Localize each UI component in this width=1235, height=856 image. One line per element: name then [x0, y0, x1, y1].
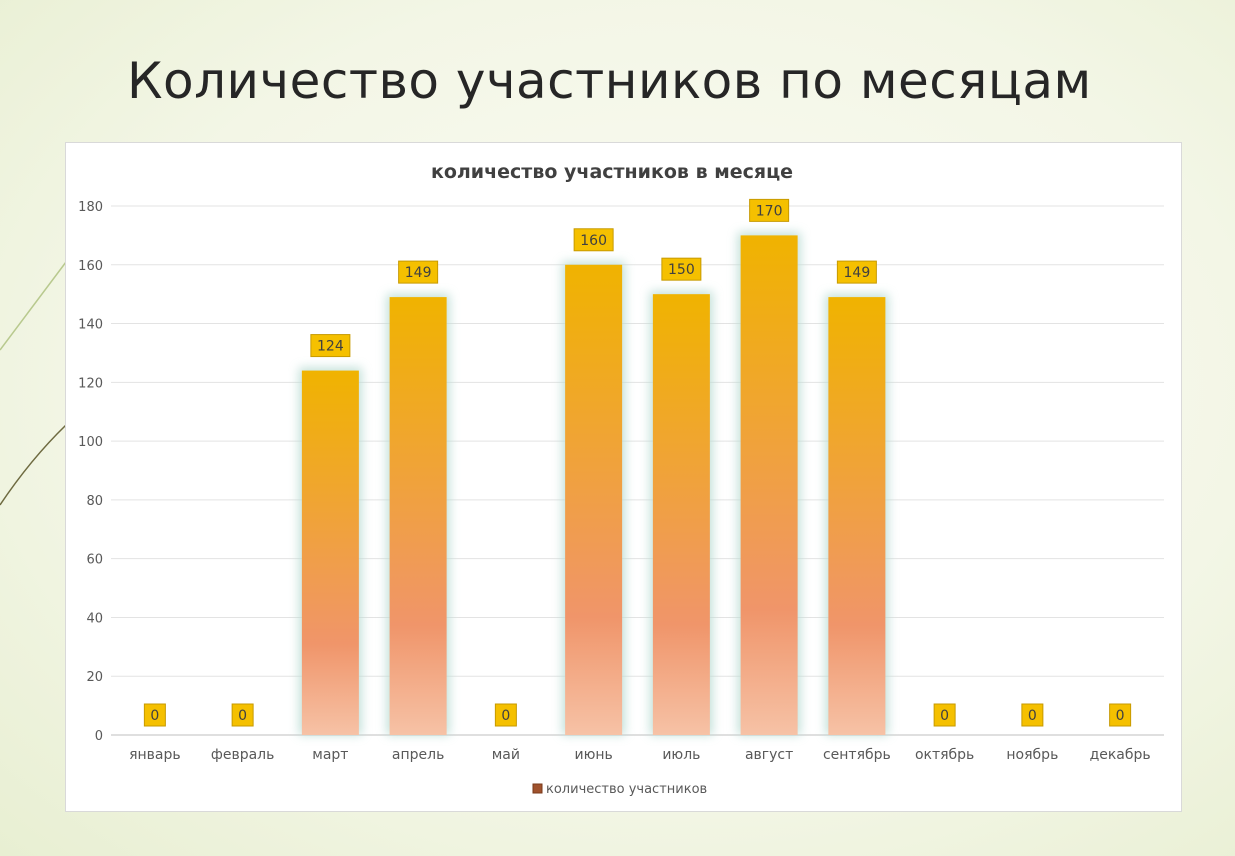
x-tick-label: май: [492, 747, 520, 763]
data-label: 124: [317, 339, 344, 355]
data-label-box: [231, 703, 254, 727]
x-tick-label: сентябрь: [823, 747, 891, 763]
bar: [828, 297, 886, 735]
data-label: 0: [1028, 708, 1037, 724]
y-tick-label: 120: [78, 376, 103, 391]
x-axis: январь февраль март апрель май июнь июль август…: [129, 747, 1151, 763]
x-tick-label: март: [312, 747, 348, 763]
chart-title: количество участников в месяце: [431, 161, 793, 183]
data-label-box: [661, 257, 702, 281]
data-label-box: [143, 703, 166, 727]
bar: [389, 297, 447, 735]
data-label: 149: [844, 265, 871, 281]
data-label: 0: [238, 708, 247, 724]
bar-chart: количество участников в месяце 0 20 40 60 80…: [78, 161, 1164, 797]
y-tick-label: 180: [78, 200, 103, 215]
y-axis: 0 20 40 60 80 100 120 140 160 180: [78, 200, 103, 744]
y-tick-label: 80: [86, 494, 103, 509]
chart-area: количество участников в месяце 0 20 40 60 80…: [65, 142, 1182, 812]
y-tick-label: 0: [95, 729, 103, 744]
bar: [652, 294, 710, 735]
legend-label: количество участников: [546, 782, 707, 797]
x-tick-label: июль: [662, 747, 700, 763]
data-label-box: [310, 334, 351, 358]
y-tick-label: 60: [86, 553, 103, 568]
data-label: 0: [1116, 708, 1125, 724]
x-tick-label: февраль: [211, 747, 275, 763]
data-label-box: [494, 703, 517, 727]
slide-title: Количество участников по месяцам: [127, 52, 1092, 110]
y-tick-label: 100: [78, 435, 103, 450]
data-label: 160: [580, 233, 607, 249]
legend: количество участников: [532, 782, 707, 797]
bar: [565, 264, 623, 735]
x-tick-label: апрель: [392, 747, 444, 763]
y-tick-label: 20: [86, 670, 103, 685]
data-label-box: [1109, 703, 1132, 727]
data-label: 150: [668, 262, 695, 278]
x-tick-label: январь: [129, 747, 181, 763]
data-label-box: [573, 228, 614, 252]
bar: [740, 235, 798, 735]
x-tick-label: декабрь: [1090, 747, 1151, 763]
x-tick-label: октябрь: [915, 747, 974, 763]
data-label: 0: [150, 708, 159, 724]
x-tick-label: июнь: [574, 747, 612, 763]
data-label-box: [398, 260, 439, 284]
data-label: 0: [501, 708, 510, 724]
gridlines: [111, 205, 1164, 736]
data-label-box: [836, 260, 877, 284]
x-tick-label: август: [745, 747, 793, 763]
data-label-box: [1021, 703, 1044, 727]
y-tick-label: 40: [86, 611, 103, 626]
bars: 0 0 124 149 0 160 150 170 149 0 0 0: [143, 198, 1132, 735]
data-label-box: [933, 703, 956, 727]
decorative-lines: [0, 261, 67, 506]
legend-swatch: [532, 783, 543, 794]
x-tick-label: ноябрь: [1006, 747, 1058, 763]
data-label-box: [749, 198, 790, 222]
bar: [301, 370, 359, 735]
y-tick-label: 140: [78, 318, 103, 333]
data-label: 149: [405, 265, 432, 281]
y-tick-label: 160: [78, 259, 103, 274]
data-label: 0: [940, 708, 949, 724]
data-label: 170: [756, 203, 783, 219]
